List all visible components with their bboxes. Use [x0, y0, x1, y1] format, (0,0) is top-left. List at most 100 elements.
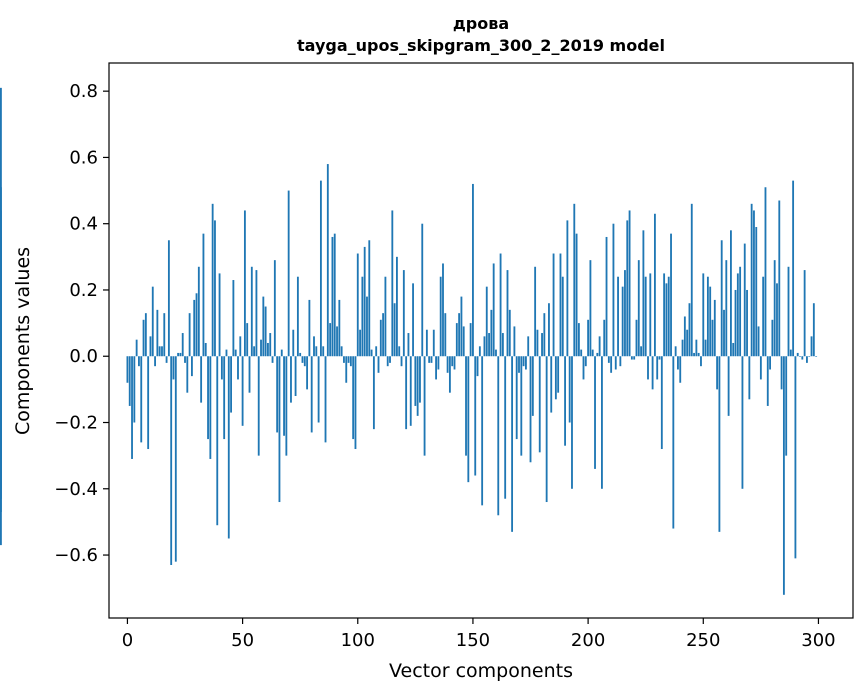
bar-227 [649, 273, 652, 357]
x-tick-label-3: 150 [456, 630, 490, 651]
bar-44 [227, 356, 230, 539]
bar-82 [315, 346, 318, 357]
bar-13 [156, 309, 159, 357]
bar-234 [665, 283, 668, 357]
bar-65 [276, 356, 279, 433]
bar-153 [478, 346, 481, 357]
bar-105 [368, 240, 371, 357]
bar-43 [225, 349, 228, 357]
bar-157 [488, 333, 490, 357]
bar-190 [564, 356, 566, 446]
bar-214 [619, 356, 622, 367]
bar-194 [573, 203, 576, 357]
bar-48 [237, 356, 239, 380]
bar-142 [453, 356, 456, 370]
bar-236 [670, 233, 672, 357]
bar-32 [200, 356, 203, 403]
bar-7 [142, 319, 145, 357]
bar-252 [706, 276, 709, 357]
bar-3 [133, 356, 136, 423]
bar-69 [285, 356, 288, 456]
bar-59 [262, 296, 265, 357]
y-axis-label: Components values [12, 247, 34, 435]
y-tick-label-2: −0.2 [54, 413, 98, 434]
bar-189 [561, 276, 564, 357]
bar-108 [375, 346, 378, 357]
bar-125 [414, 356, 417, 406]
bar-235 [667, 276, 670, 357]
bar-12 [154, 356, 156, 367]
bar-131 [428, 356, 431, 363]
bar-204 [596, 352, 599, 357]
bar-30 [195, 293, 198, 357]
bar-299 [815, 356, 818, 357]
bar-130 [425, 329, 428, 357]
y-tick-label-6: 0.6 [69, 147, 98, 168]
bar-78 [306, 356, 309, 390]
bar-96 [347, 356, 350, 363]
bar-134 [435, 356, 437, 380]
bar-255 [713, 299, 716, 357]
bar-152 [476, 356, 479, 377]
bar-34 [204, 342, 207, 357]
plot-area-frame [108, 62, 854, 619]
bar-269 [746, 289, 748, 357]
bar-173 [525, 356, 527, 370]
x-tick-label-1: 50 [231, 630, 254, 651]
bar-56 [255, 270, 258, 357]
bar-102 [361, 276, 364, 357]
bar-336 [0, 187, 2, 357]
bar-206 [601, 356, 603, 489]
bar-80 [310, 356, 313, 433]
bar-193 [571, 356, 573, 489]
bar-45 [230, 356, 232, 413]
bar-290 [794, 356, 797, 559]
bar-85 [322, 346, 325, 357]
bar-158 [490, 309, 493, 357]
bar-275 [759, 356, 762, 380]
bar-180 [541, 333, 543, 357]
bar-37 [211, 203, 214, 357]
bar-257 [718, 356, 721, 532]
bar-297 [810, 336, 813, 357]
bar-292 [799, 356, 801, 357]
bar-284 [780, 356, 783, 390]
bar-90 [333, 233, 336, 357]
bar-271 [750, 203, 753, 357]
bar-141 [451, 356, 454, 367]
bar-83 [317, 356, 320, 423]
bar-174 [527, 336, 530, 357]
bar-11 [151, 286, 154, 357]
bar-264 [734, 289, 737, 357]
bar-167 [511, 356, 514, 532]
bar-124 [412, 283, 414, 357]
bar-170 [518, 356, 520, 373]
bar-129 [423, 356, 426, 456]
bar-226 [647, 356, 649, 380]
bar-31 [197, 266, 200, 357]
bar-22 [177, 352, 180, 357]
bar-119 [400, 356, 403, 367]
x-tick-label-2: 100 [341, 630, 375, 651]
bar-126 [416, 356, 419, 416]
bar-88 [329, 323, 332, 357]
bar-221 [635, 319, 638, 357]
bar-115 [391, 210, 394, 357]
bar-24 [181, 333, 184, 357]
bar-122 [407, 333, 410, 357]
bar-192 [568, 356, 571, 423]
bar-2 [131, 356, 133, 459]
bar-270 [748, 356, 751, 400]
x-tick-label-5: 250 [686, 630, 720, 651]
bar-51 [243, 210, 246, 357]
bar-272 [753, 210, 755, 357]
bar-285 [782, 356, 785, 595]
bar-104 [366, 296, 368, 357]
bar-296 [808, 356, 811, 357]
bar-184 [550, 356, 553, 413]
bar-49 [239, 336, 242, 357]
bar-28 [191, 356, 193, 377]
bar-218 [628, 210, 631, 357]
bar-268 [743, 243, 746, 357]
